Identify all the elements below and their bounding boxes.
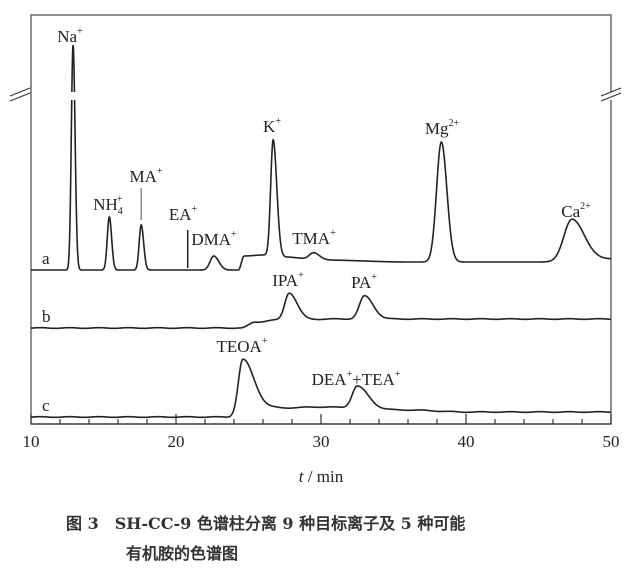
break-mark — [9, 87, 31, 97]
peak-label: PA+ — [351, 272, 377, 292]
peak-label: DEA++TEA+ — [312, 369, 401, 389]
trace-label-c: c — [42, 396, 50, 415]
x-tick-label: 10 — [23, 432, 40, 451]
plot-frame — [30, 14, 612, 425]
break-mark — [600, 92, 622, 102]
break-mark — [600, 87, 622, 97]
trace-label-a: a — [42, 249, 50, 268]
peak-label: NH4+ — [93, 194, 123, 217]
chromatogram-chart: 10 20 30 40 50 a b c Na+ NH4+ MA+ DMA+ K+ TMA+ Mg2+ Ca… — [9, 14, 622, 486]
trace-c — [30, 358, 611, 419]
x-tick-label: 30 — [313, 432, 330, 451]
peak-label: TEOA+ — [217, 336, 268, 356]
trace-a — [31, 44, 611, 271]
caption-line-2: 有机胺的色谱图 — [126, 544, 239, 563]
peak-labels: a b c Na+ NH4+ MA+ DMA+ K+ TMA+ Mg2+ Ca2+ EA+ IPA+ PA… — [42, 26, 591, 415]
peak-label: MA+ — [129, 166, 162, 186]
figure-caption: 图 3 SH-CC-9 色谱柱分离 9 种目标离子及 5 种可能 有机胺的色谱图 — [0, 510, 642, 564]
caption-line-1: 图 3 SH-CC-9 色谱柱分离 9 种目标离子及 5 种可能 — [66, 514, 466, 533]
break-gap — [10, 92, 30, 100]
peak-label: EA+ — [169, 204, 198, 224]
peak-label: TMA+ — [292, 228, 336, 248]
x-tick-label: 50 — [603, 432, 620, 451]
peak-label: IPA+ — [272, 270, 304, 290]
break-gap — [601, 92, 621, 100]
peak-label: Na+ — [57, 26, 83, 46]
trace-label-b: b — [42, 307, 51, 326]
x-tick-label: 40 — [458, 432, 475, 451]
traces — [9, 44, 622, 419]
x-tick-label: 20 — [168, 432, 185, 451]
peak-label: Mg2+ — [425, 118, 460, 138]
peak-label: DMA+ — [191, 229, 237, 249]
trace-b — [30, 292, 611, 330]
x-axis-label: t / min — [299, 467, 344, 486]
peak-label: K+ — [263, 116, 281, 136]
peak-label: Ca2+ — [561, 201, 591, 221]
axis-break — [9, 87, 622, 102]
break-mark — [9, 92, 31, 102]
x-ticks: 10 20 30 40 50 — [23, 414, 620, 451]
